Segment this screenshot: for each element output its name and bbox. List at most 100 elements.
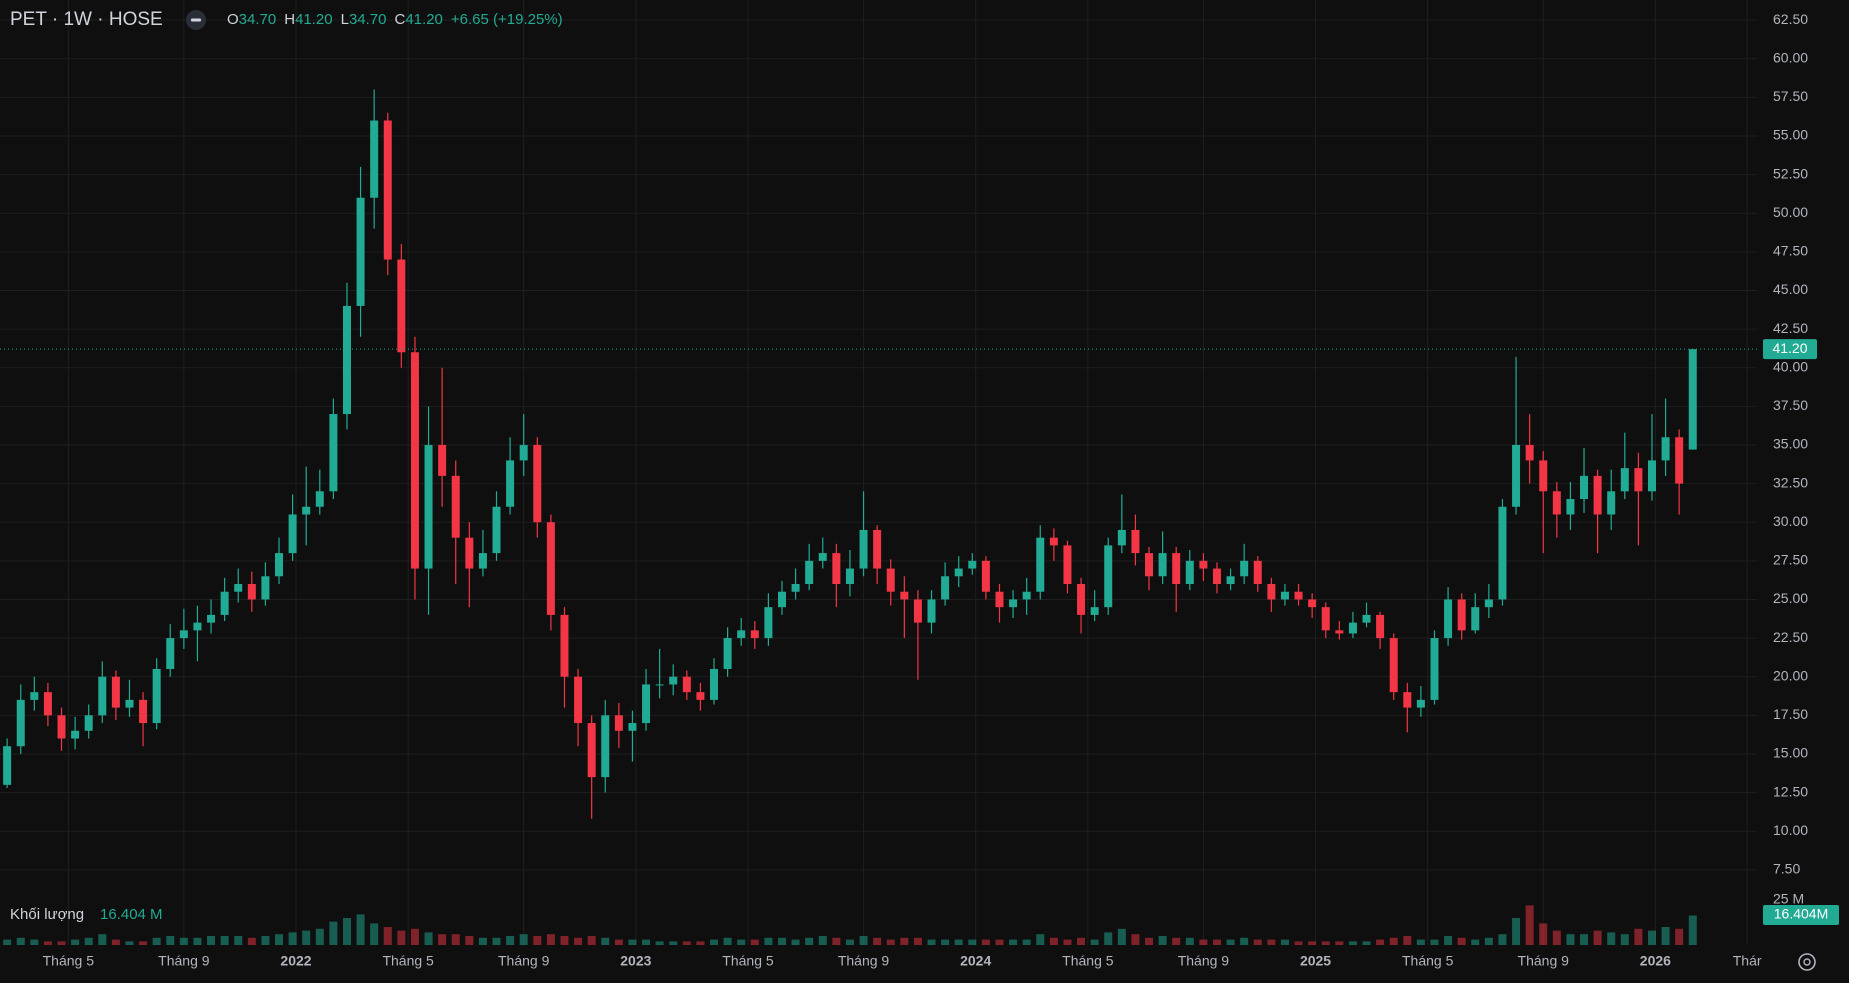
y-tick-label: 50.00: [1773, 204, 1808, 220]
axes: 7.50 10.00 12.50 15.00 17.50 20.00 22.50 25.00 2…: [43, 11, 1839, 969]
candle-body: [655, 684, 664, 686]
candle-body: [1593, 475, 1602, 515]
volume-bar: [315, 928, 324, 945]
candle-body: [288, 514, 297, 554]
candle-body: [207, 614, 216, 623]
candle-body: [1444, 599, 1453, 639]
candle-body: [1403, 692, 1412, 708]
candle-body: [451, 475, 460, 538]
candle-body: [1022, 591, 1031, 600]
volume-bar: [791, 939, 800, 945]
volume-bar: [84, 937, 93, 945]
volume-bar: [710, 939, 719, 945]
volume-bar: [1430, 939, 1439, 945]
candle-body: [1661, 437, 1670, 461]
candle-body: [166, 638, 175, 669]
x-tick-year: 2022: [280, 953, 311, 969]
volume-bar: [1294, 941, 1303, 945]
volume-bar: [737, 939, 746, 945]
candle-body: [57, 715, 66, 739]
volume-bar: [682, 941, 691, 945]
volume-bar: [275, 934, 284, 945]
volume-bar: [356, 914, 365, 945]
candle-body: [723, 638, 732, 669]
ohlc-prefix: C: [395, 11, 406, 28]
candle-body: [913, 599, 922, 623]
volume-bar: [1607, 932, 1616, 945]
last-price-badge: [1763, 339, 1817, 360]
volume-bar: [1457, 937, 1466, 945]
candle-body: [791, 584, 800, 592]
volume-bar: [1389, 937, 1398, 945]
candle-body: [342, 305, 351, 415]
candle-body: [1552, 491, 1561, 515]
candle-body: [43, 692, 52, 716]
volume-bar: [1498, 934, 1507, 945]
candle-body: [275, 553, 284, 577]
y-tick-label: 32.50: [1773, 474, 1808, 490]
volume-bar: [954, 939, 963, 945]
volume-bar: [628, 939, 637, 945]
candle-body: [560, 614, 569, 677]
candle-body: [84, 715, 93, 731]
volume-bar: [1226, 939, 1235, 945]
candle-body: [1253, 560, 1262, 585]
volume-bar: [506, 936, 515, 945]
candle-body: [1430, 638, 1439, 700]
candle-body: [1457, 599, 1466, 631]
volume-bar: [43, 941, 52, 945]
volume-bar: [1063, 939, 1072, 945]
volume-bar: [995, 939, 1004, 945]
candle-body: [1104, 545, 1113, 608]
candle-body: [1145, 553, 1154, 577]
volume-bar: [519, 934, 528, 945]
volume-bar: [981, 939, 990, 945]
candle-body: [1512, 444, 1521, 507]
volume-bar: [111, 939, 120, 945]
volume-bar: [1525, 905, 1534, 945]
volume-bar: [1552, 930, 1561, 945]
time-axis-panel: [0, 948, 1757, 983]
candle-body: [1580, 475, 1589, 500]
candle-body: [383, 120, 392, 260]
candle-body: [179, 630, 188, 639]
change-label: +6.65 (+19.25%): [451, 11, 563, 28]
candle-body: [1117, 529, 1126, 546]
volume-bar: [1512, 918, 1521, 945]
candle-body: [465, 537, 474, 569]
candle-body: [628, 723, 637, 731]
volume-bar: [1253, 939, 1262, 945]
candle-body: [587, 723, 596, 778]
candle-body: [1471, 607, 1480, 631]
volume-bar: [1090, 939, 1099, 945]
candle-body: [438, 444, 447, 476]
candle-body: [125, 699, 134, 708]
volume-bar: [913, 937, 922, 945]
volume-bar: [1566, 934, 1575, 945]
candle-body: [669, 676, 678, 685]
volume-bar: [723, 937, 732, 945]
ohlc-value: 41.20: [405, 11, 443, 28]
volume-bar: [465, 936, 474, 945]
candle-body: [506, 460, 515, 507]
volume-bar: [1036, 934, 1045, 945]
candle-body: [1131, 529, 1140, 554]
candle-body: [1212, 568, 1221, 585]
volume-bar: [574, 937, 583, 945]
settings-button[interactable]: [1798, 953, 1816, 971]
volume-bar: [139, 941, 148, 945]
volume-bar: [886, 939, 895, 945]
volume-bar: [424, 932, 433, 945]
volume-bar: [601, 937, 610, 945]
x-tick-label: Tháng 9: [1518, 953, 1570, 969]
candle-body: [71, 730, 80, 739]
volume-bar: [560, 936, 569, 945]
candle-body: [832, 553, 841, 585]
volume-bar: [818, 936, 827, 945]
volume-bar: [1593, 930, 1602, 945]
volume-bar: [1484, 937, 1493, 945]
volume-bar: [288, 932, 297, 945]
x-tick-label: Tháng 5: [1062, 953, 1114, 969]
volume-bar: [1620, 934, 1629, 945]
candle-body: [302, 506, 311, 515]
